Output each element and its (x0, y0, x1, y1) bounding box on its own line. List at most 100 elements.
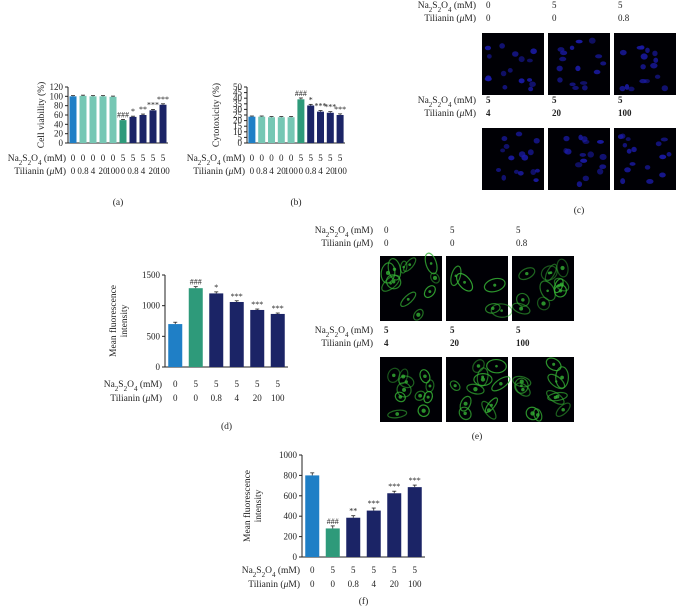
nucleus-spot (652, 50, 658, 57)
y-tick-label: 1500 (142, 270, 161, 280)
tilianin-value: 0.8 (348, 579, 360, 589)
nucleus-spot (557, 47, 565, 52)
mito-spot (429, 262, 433, 265)
mito-spot (530, 411, 535, 416)
significance-label: *** (147, 100, 159, 109)
nucleus-spot (619, 49, 627, 56)
bar (99, 96, 107, 143)
tilianin-value: 0 (384, 238, 389, 248)
na2s2o4-row-label: Na2S2O4 (mM) (315, 225, 373, 239)
mito-spot (499, 382, 503, 386)
mito-cell (450, 265, 462, 287)
mito-spot (402, 265, 405, 269)
mito-spot (398, 395, 403, 399)
mito-spot (491, 306, 495, 311)
mito-spot (463, 411, 467, 416)
y-tick-label: 45 (233, 88, 243, 98)
y-tick-label: 400 (284, 511, 298, 521)
mito-spot (561, 407, 565, 412)
y-tick-label: 10 (233, 127, 243, 137)
mito-cell (414, 390, 426, 401)
na2s2o4-value: 0 (173, 379, 178, 389)
mito-spot (453, 384, 457, 388)
bar (326, 112, 334, 143)
nucleus-spot (559, 56, 567, 62)
tilianin-value: 20 (552, 108, 562, 118)
nucleus-spot (644, 165, 651, 170)
na2s2o4-value: 5 (121, 153, 126, 163)
na2s2o4-value: 0 (91, 153, 96, 163)
tilianin-row-label: Tilianin (μM) (424, 13, 476, 24)
nucleus-spot (501, 136, 508, 142)
bar (325, 528, 340, 557)
bar (258, 116, 266, 143)
bar (307, 105, 315, 143)
y-tick-label: 35 (233, 99, 243, 109)
na2s2o4-value: 5 (338, 153, 343, 163)
nucleus-spot (534, 168, 540, 173)
bar (109, 96, 117, 143)
nucleus-spot (533, 178, 539, 183)
nucleus-spot (593, 69, 601, 75)
mito-cell (403, 257, 417, 272)
tilianin-value: 100 (106, 166, 120, 176)
nucleus-spot (650, 62, 658, 69)
y-tick-label: 15 (233, 121, 243, 131)
mito-cell (555, 402, 571, 417)
nucleus-spot (572, 85, 579, 91)
mito-spot (391, 280, 396, 284)
y-tick-label: 60 (54, 110, 64, 120)
nucleus-spot (503, 144, 510, 149)
mito-cell (553, 277, 570, 292)
nucleus-spot (587, 151, 595, 158)
mito-cell (553, 278, 564, 294)
mito-cell (544, 263, 558, 282)
nucleus-spot (575, 39, 583, 44)
y-tick-label: 500 (147, 331, 161, 341)
bar (277, 117, 285, 143)
y-axis-label: intensity (120, 304, 130, 337)
mito-spot (418, 393, 422, 398)
mito-spot (555, 380, 558, 383)
na2s2o4-value: 5 (299, 153, 304, 163)
nucleus-spot (530, 48, 537, 55)
mito-cell (458, 406, 472, 421)
mito-spot (521, 298, 525, 302)
na2s2o4-row-label: Na2S2O4 (mM) (8, 153, 66, 167)
tilianin-value: 0 (173, 393, 178, 403)
nucleus-spot (643, 78, 650, 84)
nucleus-spot (484, 76, 492, 82)
nucleus-spot (617, 134, 624, 140)
panel-label: (b) (290, 197, 301, 208)
na2s2o4-value: 5 (328, 153, 333, 163)
tilianin-value: 20 (450, 338, 460, 348)
na2s2o4-value: 5 (331, 565, 336, 575)
significance-label: *** (272, 304, 284, 313)
significance-label: *** (231, 292, 243, 301)
mito-spot (495, 364, 498, 368)
tilianin-value: 0 (331, 579, 336, 589)
y-tick-label: 0 (293, 552, 298, 562)
y-axis-label: Cytotoxicity (%) (211, 83, 222, 147)
nucleus-spot (575, 65, 581, 72)
tilianin-value: 0.8 (305, 166, 317, 176)
mito-spot (549, 271, 553, 275)
nucleus-spot (655, 141, 662, 147)
tilianin-value: 4 (141, 166, 146, 176)
nucleus-spot (653, 57, 659, 63)
tilianin-value: 100 (408, 579, 422, 589)
tilianin-value: 100 (284, 166, 298, 176)
nucleus-spot (659, 154, 667, 160)
mito-cell (396, 382, 412, 398)
mito-cell (419, 369, 431, 384)
tilianin-value: 20 (326, 166, 336, 176)
na2s2o4-row-label: Na2S2O4 (mM) (104, 379, 162, 393)
tilianin-value: 4 (91, 166, 96, 176)
mito-cell (424, 252, 438, 275)
mito-spot (541, 301, 546, 306)
mito-spot (519, 306, 524, 311)
mito-spot (402, 387, 407, 392)
na2s2o4-row-label: Na2S2O4 (mM) (418, 95, 476, 109)
mito-spot (519, 379, 524, 384)
